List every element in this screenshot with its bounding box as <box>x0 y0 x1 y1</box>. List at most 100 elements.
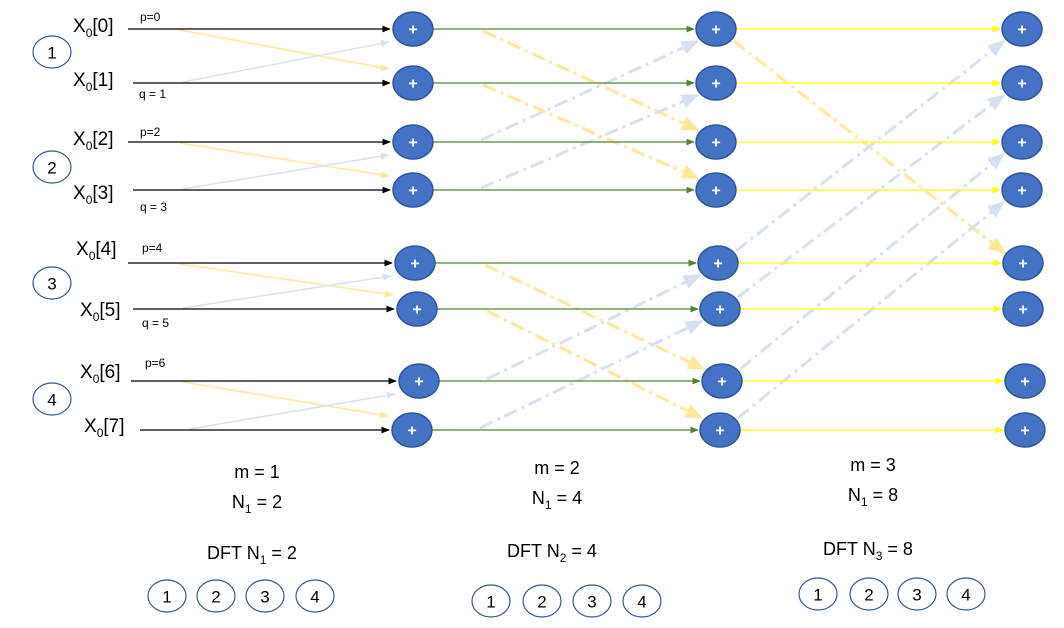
plus-icon: + <box>410 256 419 273</box>
plus-icon: + <box>711 76 720 93</box>
cross-link-orange <box>179 29 390 72</box>
cross-link-blue <box>182 40 390 83</box>
adder-node-ellipse <box>392 11 434 47</box>
adder-node-ellipse <box>394 245 436 281</box>
input-label: X0[4] <box>76 239 117 263</box>
cross-link-orange-dashed <box>482 83 700 180</box>
adder-node: + <box>1001 65 1043 101</box>
stage-dft-label: DFT N1 = 2 <box>207 543 297 567</box>
cross-link-blue-dashed <box>737 200 1006 420</box>
plus-icon: + <box>408 135 417 152</box>
adder-node-ellipse <box>1001 172 1043 208</box>
group-number: 4 <box>47 391 56 410</box>
stage-m-label: m = 1 <box>234 462 280 482</box>
stage-label-1: m = 1 N1 = 2 DFT N1 = 2 1 2 3 4 <box>147 462 335 613</box>
dft-circle-outline <box>622 584 662 618</box>
cross-link-blue-dashed <box>735 39 1006 253</box>
adder-node-ellipse <box>392 172 434 208</box>
plus-icon: + <box>1018 256 1027 273</box>
adder-node: + <box>1004 363 1046 399</box>
cross-link-orange <box>179 263 394 298</box>
dft-circle-outline <box>295 579 335 613</box>
plus-icon: + <box>715 302 724 319</box>
plus-icon: + <box>414 374 423 391</box>
adder-node-ellipse <box>1001 124 1043 160</box>
cross-link-blue <box>189 391 396 430</box>
plus-icon: + <box>1018 302 1027 319</box>
input-label: X0[7] <box>84 416 125 440</box>
adder-node-ellipse <box>695 65 737 101</box>
dft-block-number: 4 <box>961 586 970 605</box>
dft-circle-outline <box>946 577 986 611</box>
dft-circle-outline <box>147 579 187 613</box>
stage-label-2: m = 2 N1 = 4 DFT N2 = 4 1 2 3 4 <box>471 458 662 618</box>
group-number-circle: 1 <box>32 35 72 69</box>
dft-block-circle: 4 <box>946 577 986 611</box>
adder-node: + <box>1004 412 1046 448</box>
adder-node-ellipse <box>392 65 434 101</box>
cross-link-blue-dashed <box>486 273 702 381</box>
stage-m-label: m = 3 <box>850 455 896 475</box>
adder-node: + <box>695 172 737 208</box>
pq-label: q = 1 <box>139 87 166 101</box>
adder-node-ellipse <box>1001 65 1043 101</box>
cross-link-blue-dashed <box>480 39 700 142</box>
dft-block-number: 3 <box>260 588 269 607</box>
connection-lines <box>128 25 1007 434</box>
cross-link-orange <box>182 381 389 419</box>
input-label: X0[2] <box>73 129 114 153</box>
plus-icon: + <box>711 183 720 200</box>
dft-block-number: 4 <box>310 588 319 607</box>
plus-icon: + <box>711 135 720 152</box>
stage-dft-label: DFT N3 = 8 <box>823 539 913 563</box>
pq-label: p=4 <box>142 241 163 255</box>
adder-node-ellipse <box>699 412 741 448</box>
group-number-circle: 3 <box>32 266 72 300</box>
adder-node-ellipse <box>695 172 737 208</box>
adder-node-ellipse <box>1002 245 1044 281</box>
plus-icon: + <box>408 183 417 200</box>
dft-block-circle: 4 <box>295 579 335 613</box>
input-label: X0[6] <box>80 362 121 386</box>
dft-circle-outline <box>522 584 562 618</box>
adder-node: + <box>699 412 741 448</box>
plus-icon: + <box>408 76 417 93</box>
adder-node: + <box>699 291 741 327</box>
dft-block-circle: 2 <box>849 577 889 611</box>
dft-block-number: 3 <box>912 586 921 605</box>
adder-node: + <box>1002 245 1044 281</box>
dft-block-circle: 3 <box>572 584 612 618</box>
plus-icon: + <box>408 22 417 39</box>
plus-icon: + <box>717 374 726 391</box>
adder-node-ellipse <box>1002 291 1044 327</box>
dft-block-circle: 3 <box>897 577 937 611</box>
plus-icon: + <box>711 22 720 39</box>
dft-block-circle: 1 <box>798 577 838 611</box>
group-circle-outline <box>32 266 72 300</box>
adder-node: + <box>695 11 737 47</box>
stage-n-label: N1 = 4 <box>532 488 582 512</box>
stage-label-3: m = 3 N1 = 8 DFT N3 = 8 1 2 3 4 <box>798 455 986 611</box>
input-label: X0[3] <box>73 183 114 207</box>
adder-node-ellipse <box>396 291 438 327</box>
dft-block-number: 2 <box>211 588 220 607</box>
dft-block-circle: 1 <box>471 584 511 618</box>
cross-link-blue <box>182 152 390 190</box>
adder-node-ellipse <box>392 124 434 160</box>
plus-icon: + <box>1020 374 1029 391</box>
cross-link-orange <box>179 142 390 179</box>
cross-link-blue-dashed <box>739 152 1006 371</box>
group-number-circle: 4 <box>32 382 72 416</box>
adder-node: + <box>695 124 737 160</box>
input-labels: X0[0] X0[1] X0[2] X0[3] X0[4] X0[5] X0[6] X0[7]… <box>32 10 169 440</box>
input-label: X0[1] <box>73 70 114 94</box>
plus-icon: + <box>412 302 421 319</box>
plus-icon: + <box>1017 76 1026 93</box>
plus-icon: + <box>1020 423 1029 440</box>
group-number: 2 <box>47 159 56 178</box>
adder-node-ellipse <box>699 291 741 327</box>
adder-node: + <box>695 65 737 101</box>
cross-link-orange-dashed <box>486 309 704 420</box>
plus-icon: + <box>1017 22 1026 39</box>
dft-block-circle: 4 <box>622 584 662 618</box>
